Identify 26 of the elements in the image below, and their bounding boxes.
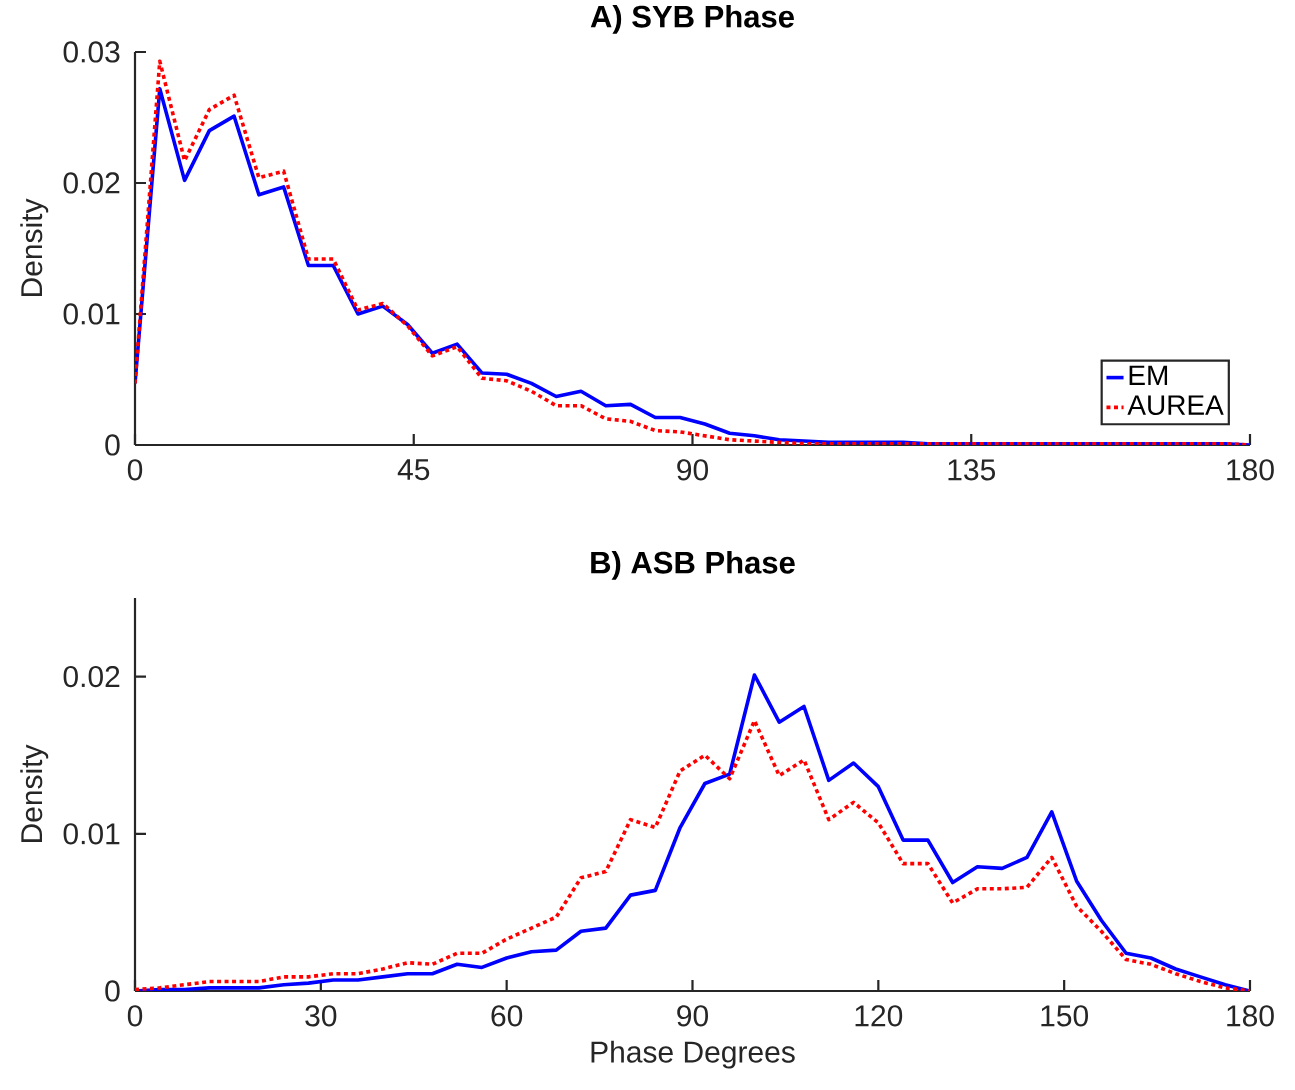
x-tick-label: 135 <box>948 459 996 481</box>
y-tick-label: 0 <box>105 980 120 1002</box>
x-tick-label: 90 <box>677 1005 708 1027</box>
y-tick-label: 0.01 <box>63 303 120 325</box>
x-tick-label: 180 <box>1227 459 1274 481</box>
x-tick-label: 90 <box>677 459 708 481</box>
y-tick-label: 0.01 <box>63 823 120 845</box>
x-tick-label: 45 <box>397 459 430 481</box>
y-axis-title: Density <box>20 198 49 297</box>
x-axis-title: Phase Degrees <box>591 1040 795 1069</box>
y-tick-label: 0 <box>105 434 120 456</box>
y-tick-label: 0.02 <box>63 665 120 688</box>
y-tick-label: 0.03 <box>63 41 120 63</box>
x-tick-label: 180 <box>1227 1005 1274 1027</box>
x-tick-label: 30 <box>305 1005 337 1027</box>
x-tick-label: 150 <box>1041 1005 1088 1027</box>
legend-label: EM <box>1129 365 1168 385</box>
y-axis-title: Density <box>20 744 49 843</box>
x-tick-label: 60 <box>491 1005 523 1027</box>
chart-title: B) ASB Phase <box>591 550 795 580</box>
x-tick-label: 120 <box>855 1005 903 1027</box>
legend-label: AUREA <box>1127 395 1224 416</box>
chart-title: A) SYB Phase <box>590 4 794 34</box>
y-tick-label: 0.02 <box>63 172 120 194</box>
x-tick-label: 0 <box>127 1005 143 1027</box>
x-tick-label: 0 <box>127 459 143 481</box>
